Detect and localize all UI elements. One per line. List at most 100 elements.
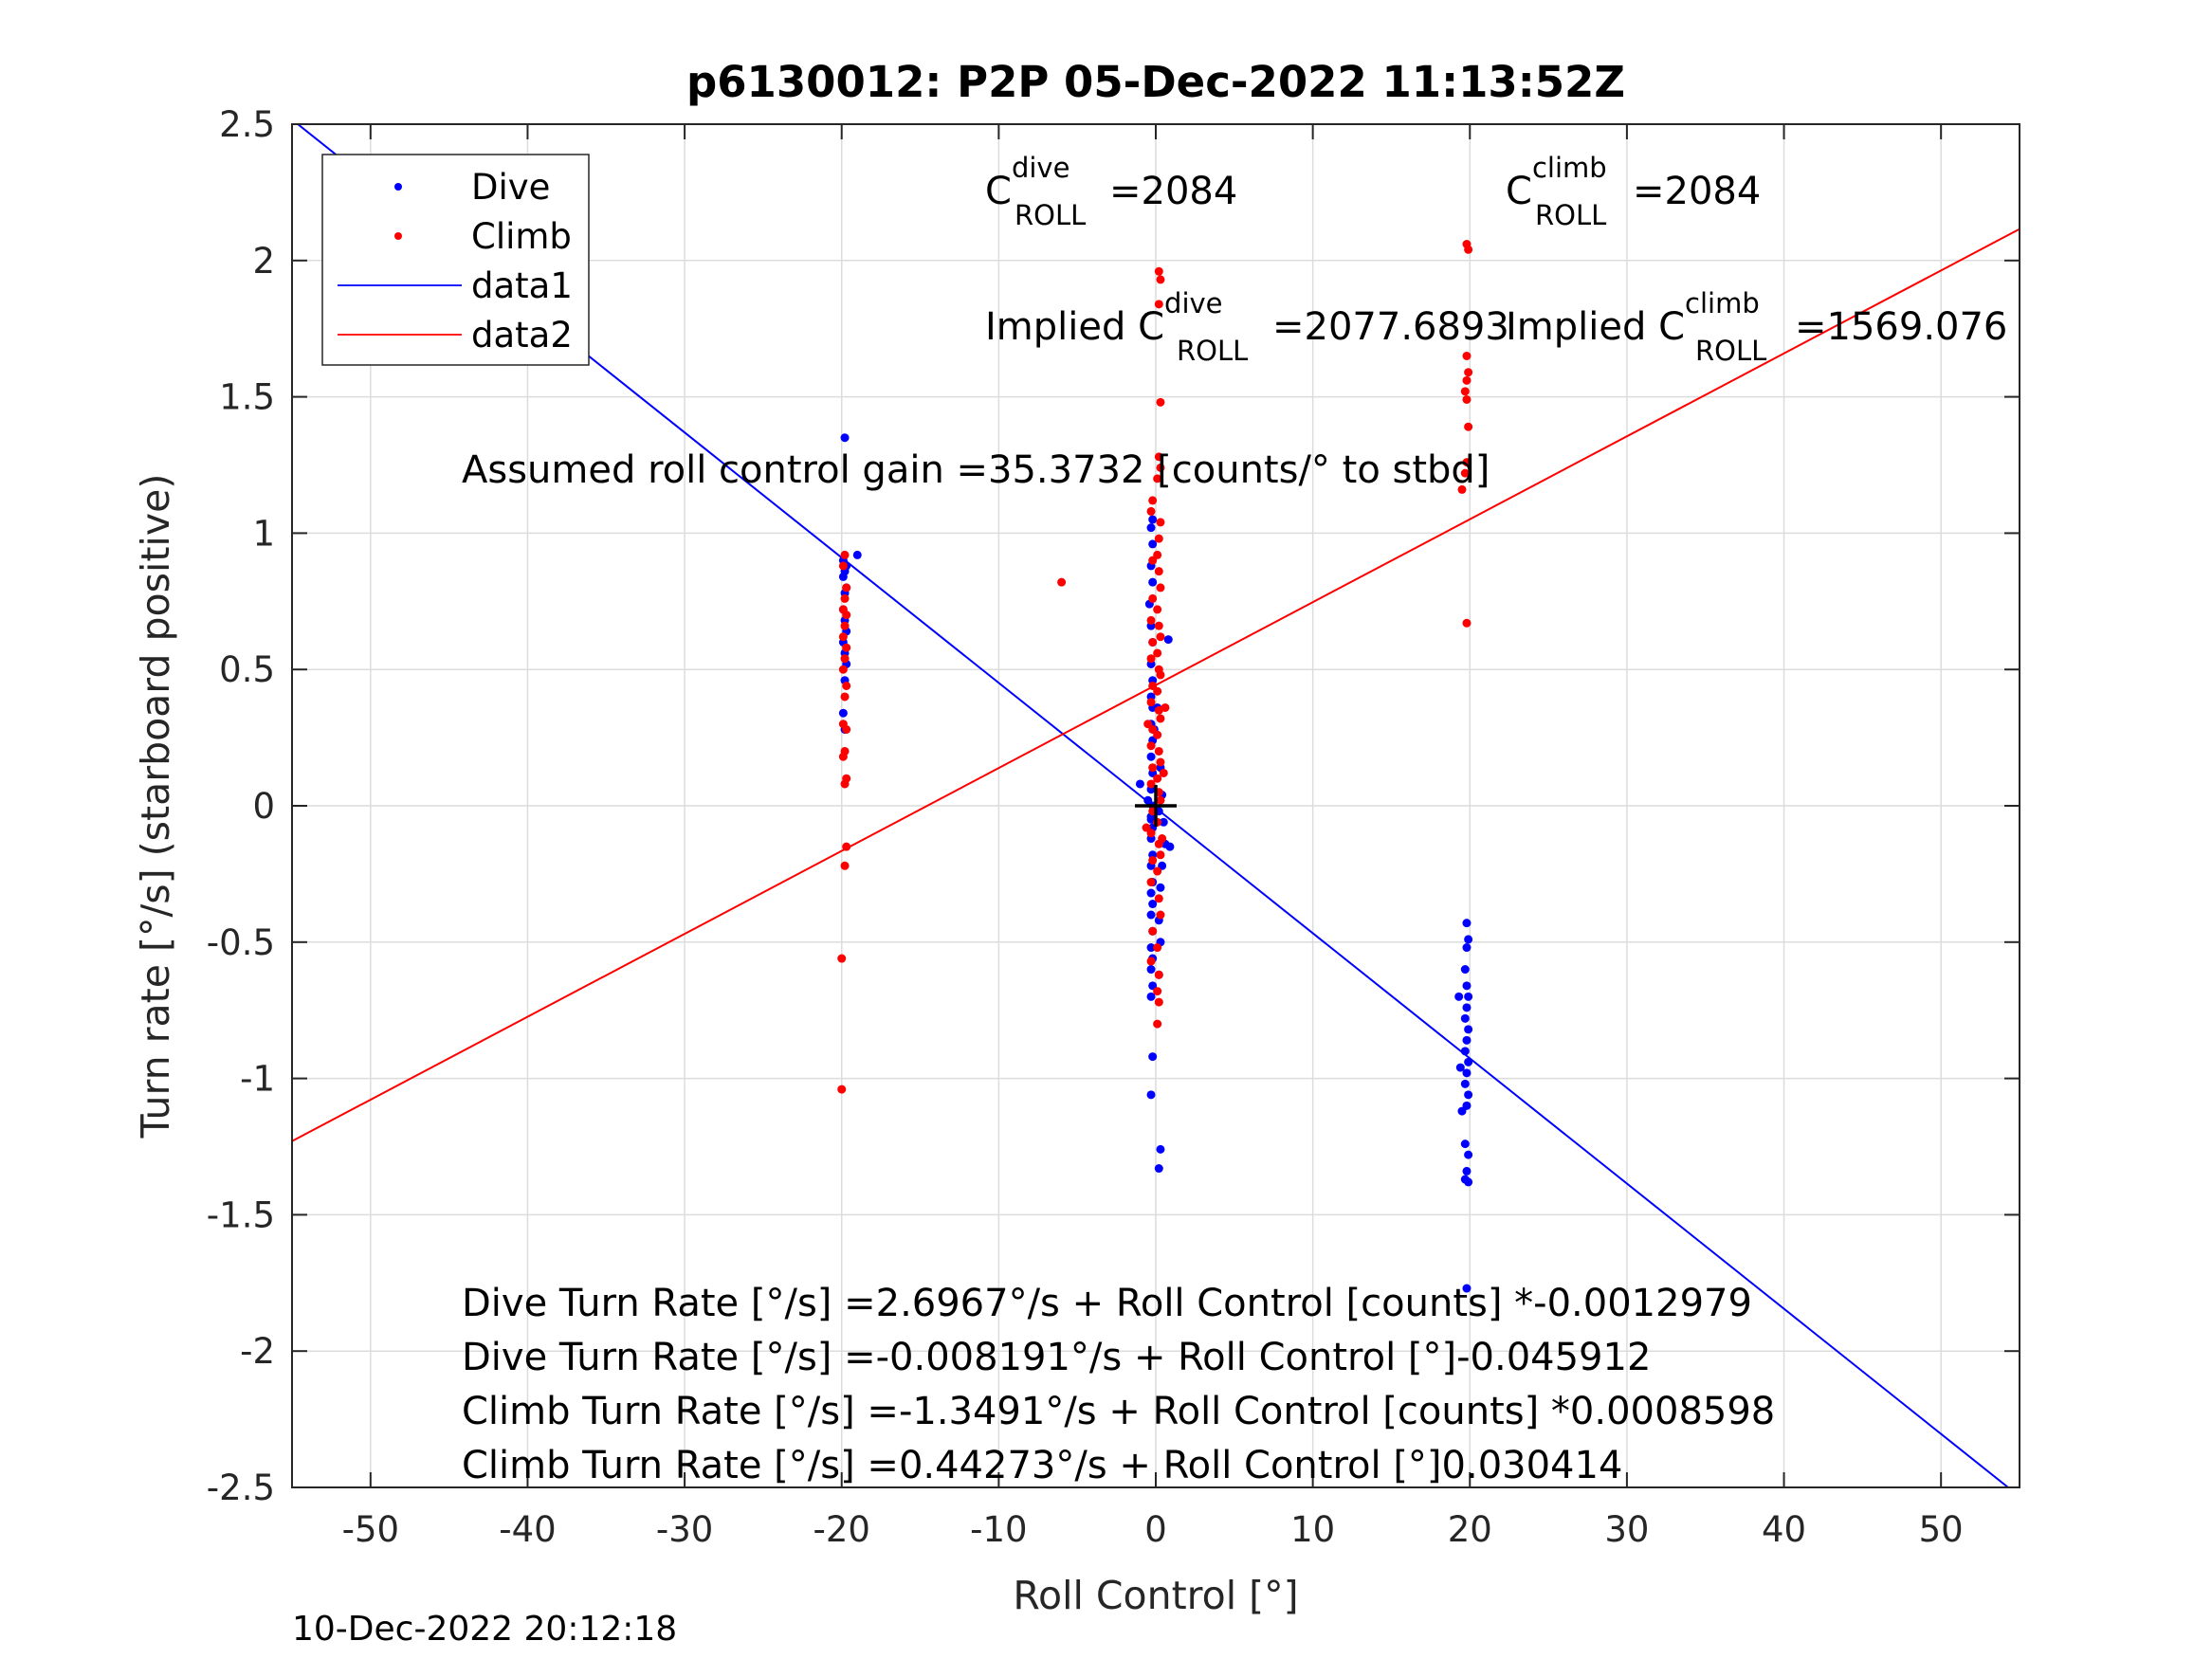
y-tick-label: 0 (252, 786, 275, 827)
dive-point (1460, 1139, 1470, 1149)
c-climb-sub: ROLL (1535, 199, 1606, 231)
y-tick-label: 0.5 (219, 649, 275, 690)
dive-point (1146, 965, 1156, 975)
dive-point (1462, 1068, 1472, 1078)
climb-point (838, 752, 848, 761)
climb-point (1143, 720, 1153, 729)
climb-point (1146, 698, 1156, 707)
c-dive-annotation: Cdive ROLL =2084 (985, 152, 1237, 231)
climb-point (840, 550, 850, 559)
climb-point (1462, 375, 1472, 385)
c-dive-sup: dive (1012, 152, 1069, 184)
chart-title: p6130012: P2P 05-Dec-2022 11:13:52Z (686, 57, 1625, 107)
dive-point (1148, 515, 1158, 524)
dive-point (1159, 817, 1168, 827)
climb-point (1153, 943, 1162, 953)
dive-point (1464, 1150, 1473, 1159)
climb-point (838, 665, 848, 674)
dive-point (1464, 1057, 1473, 1066)
print-timestamp: 10-Dec-2022 20:12:18 (292, 1610, 677, 1649)
climb-point (840, 593, 850, 603)
climb-point (1146, 741, 1156, 751)
implied-dive-base: Implied C (985, 305, 1164, 349)
climb-point (1153, 866, 1162, 876)
dive-point (1462, 919, 1472, 928)
dive-point (1457, 1106, 1467, 1116)
climb-point (1148, 856, 1158, 866)
climb-point (1142, 823, 1151, 832)
x-tick-label: -20 (814, 1509, 870, 1550)
dive-point (1163, 635, 1173, 645)
climb-point (842, 643, 851, 652)
climb-point (1156, 632, 1165, 642)
climb-point (1153, 987, 1162, 996)
climb-point (1146, 506, 1156, 516)
climb-point (1148, 926, 1158, 936)
climb-point (1462, 351, 1472, 360)
y-tick-label: 1.5 (219, 377, 275, 418)
dive-point (1460, 1079, 1470, 1088)
climb-point (1156, 910, 1165, 920)
c-climb-value: =2084 (1633, 170, 1761, 213)
climb-point (1153, 605, 1162, 614)
climb-point (1156, 757, 1165, 767)
dive-point (1462, 1284, 1472, 1293)
y-axis-title: Turn rate [°/s] (starboard positive) (133, 474, 178, 1139)
dive-point (1148, 539, 1158, 549)
y-tick-label: -1.5 (207, 1194, 275, 1235)
dive-point (1146, 910, 1156, 920)
climb-point (1154, 746, 1163, 756)
climb-point (1146, 779, 1156, 789)
x-tick-label: -40 (499, 1509, 556, 1550)
dive-point (1156, 883, 1165, 892)
dive-point (1148, 900, 1158, 909)
implied-climb-base: Implied C (1506, 305, 1685, 349)
climb-point (1154, 894, 1163, 903)
climb-point (1146, 878, 1156, 887)
dive-point (1154, 1164, 1163, 1174)
dive-point (1146, 943, 1156, 953)
climb-point (1153, 686, 1162, 696)
x-tick-label: -30 (656, 1509, 713, 1550)
climb-point (1154, 452, 1163, 462)
x-tick-label: 10 (1290, 1509, 1335, 1550)
dive-point (1460, 965, 1470, 975)
climb-point (1462, 618, 1472, 628)
climb-point (840, 779, 850, 789)
dive-point (1462, 943, 1472, 953)
climb-point (1156, 670, 1165, 680)
equation-2: Dive Turn Rate [°/s] =-0.008191°/s + Rol… (462, 1336, 1651, 1379)
climb-point (1460, 468, 1470, 478)
climb-point (840, 861, 850, 870)
legend-dive-swatch (394, 183, 402, 191)
c-dive-sub: ROLL (1015, 199, 1086, 231)
climb-point (1146, 654, 1156, 664)
climb-point (1158, 834, 1167, 844)
dive-point (1135, 779, 1144, 789)
x-tick-labels: -50 -40 -30 -20 -10 0 10 20 30 40 50 (342, 1509, 1964, 1550)
implied-climb-sup: climb (1685, 287, 1760, 319)
dive-point (1464, 935, 1473, 944)
climb-point (1464, 245, 1473, 254)
dive-point (1462, 1035, 1472, 1045)
climb-point (1156, 518, 1165, 527)
y-tick-label: 2 (252, 241, 275, 282)
y-tick-label: -1 (240, 1059, 275, 1100)
x-tick-label: 0 (1144, 1509, 1167, 1550)
origin-marker (1135, 785, 1177, 827)
climb-point (1148, 556, 1158, 565)
dive-point (1146, 752, 1156, 761)
x-tick-label: 30 (1604, 1509, 1649, 1550)
climb-point (838, 632, 848, 642)
c-climb-sup: climb (1532, 152, 1607, 184)
climb-point (842, 583, 851, 592)
climb-point (1156, 714, 1165, 723)
legend-climb-label: Climb (471, 216, 572, 257)
x-tick-label: 20 (1448, 1509, 1492, 1550)
equation-4: Climb Turn Rate [°/s] =0.44273°/s + Roll… (462, 1444, 1622, 1487)
y-tick-label: -0.5 (207, 922, 275, 963)
y-tick-labels: -2.5 -2 -1.5 -1 -0.5 0 0.5 1 1.5 2 2.5 (207, 104, 275, 1508)
